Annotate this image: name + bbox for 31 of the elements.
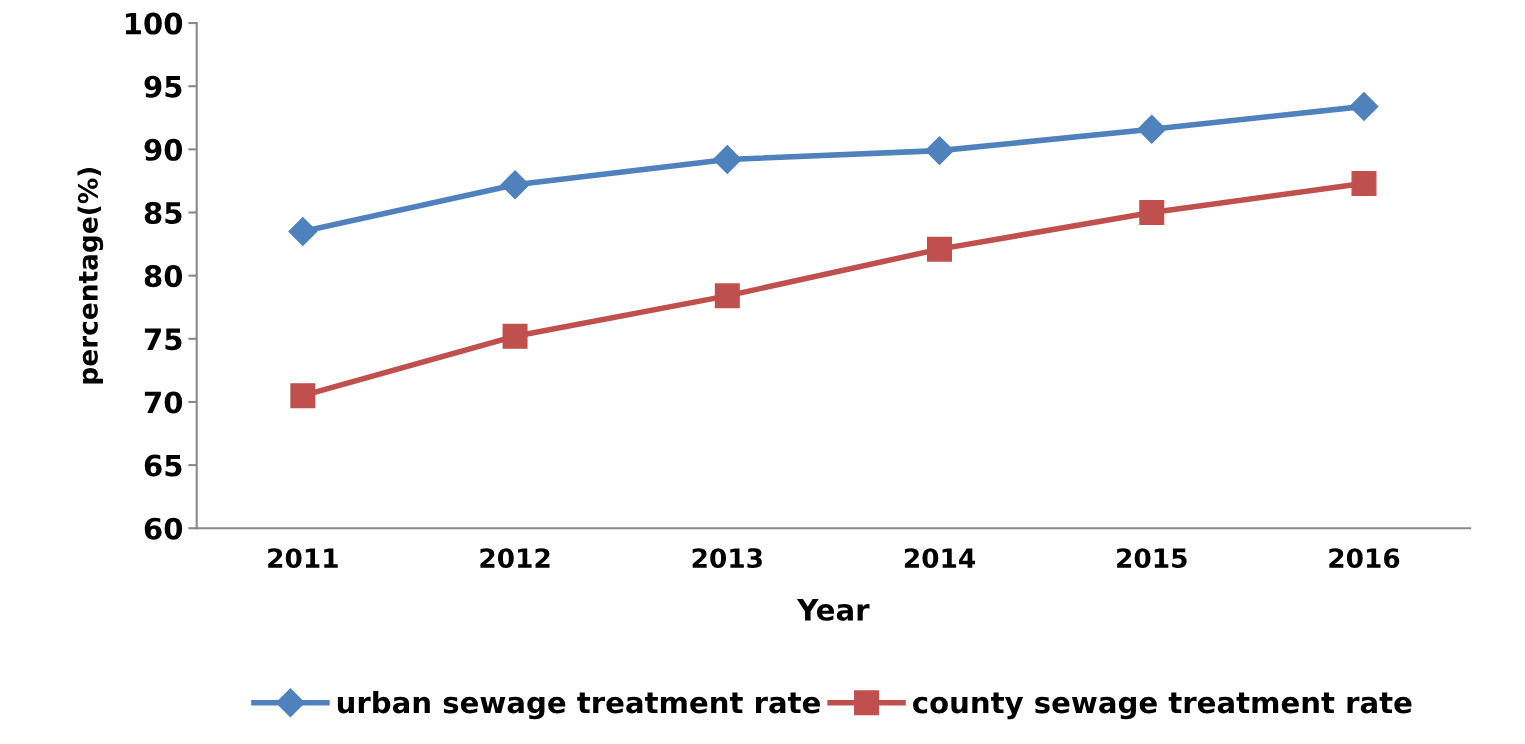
y-tick-label: 70 bbox=[144, 391, 183, 414]
y-tick-label: 75 bbox=[144, 328, 182, 351]
point bbox=[1137, 114, 1167, 144]
y-tick-label: 100 bbox=[125, 12, 183, 35]
legend-label: urban sewage treatment rate bbox=[337, 690, 820, 720]
point bbox=[500, 170, 530, 200]
y-axis-title: percentage(%) bbox=[77, 167, 104, 384]
x-tick-label: 2013 bbox=[692, 548, 762, 569]
x-tick-label: 2016 bbox=[1329, 548, 1400, 569]
y-tick-label: 80 bbox=[144, 265, 183, 288]
point bbox=[925, 136, 954, 166]
x-tick-label: 2014 bbox=[904, 548, 976, 569]
point bbox=[927, 236, 953, 262]
y-tick-label: 65 bbox=[144, 454, 182, 477]
y-tick-label: 60 bbox=[144, 517, 183, 540]
point bbox=[288, 217, 318, 246]
legend-label: county sewage treatment rate bbox=[913, 692, 1412, 720]
y-tick-label: 85 bbox=[144, 201, 182, 224]
point bbox=[1351, 170, 1377, 196]
x-axis-title: Year bbox=[796, 599, 870, 621]
point bbox=[502, 323, 528, 349]
point bbox=[714, 283, 740, 309]
point bbox=[1349, 91, 1379, 121]
point bbox=[712, 145, 742, 174]
y-tick-label: 90 bbox=[144, 138, 183, 161]
x-tick-label: 2015 bbox=[1117, 548, 1187, 569]
x-tick-label: 2011 bbox=[268, 548, 338, 569]
point bbox=[1139, 200, 1165, 226]
y-tick-label: 95 bbox=[144, 75, 182, 98]
x-tick-label: 2012 bbox=[480, 548, 550, 569]
point bbox=[290, 383, 316, 409]
